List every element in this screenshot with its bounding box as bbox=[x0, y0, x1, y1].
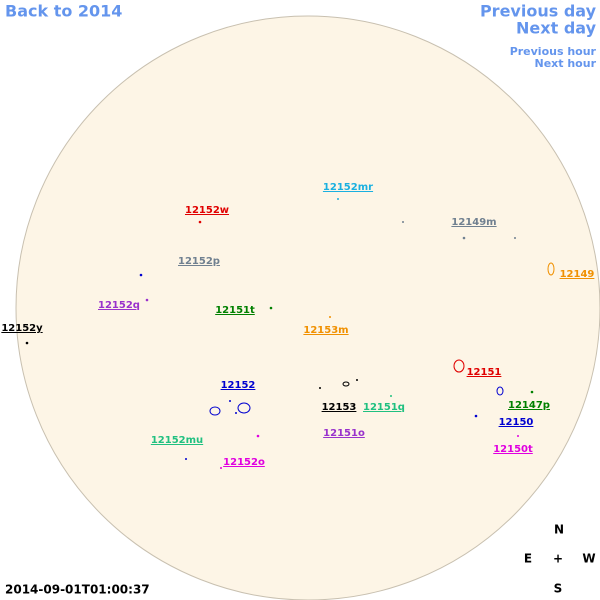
region-label[interactable]: 12153m bbox=[303, 325, 348, 336]
spot bbox=[229, 400, 231, 402]
spot bbox=[25, 341, 29, 345]
previous-day-link[interactable]: Previous day bbox=[480, 2, 597, 21]
spot bbox=[517, 435, 519, 437]
spot bbox=[256, 434, 260, 438]
region-label[interactable]: 12147p bbox=[508, 400, 550, 411]
spot bbox=[185, 458, 187, 460]
spot bbox=[402, 221, 404, 223]
compass-center: + bbox=[553, 552, 563, 566]
compass-west: W bbox=[582, 552, 595, 566]
region-label[interactable]: 12152y bbox=[1, 323, 43, 334]
contour bbox=[237, 402, 251, 414]
compass-south: S bbox=[554, 582, 563, 596]
region-label[interactable]: 12152mu bbox=[151, 435, 203, 446]
region-label[interactable]: 12151q bbox=[363, 402, 405, 413]
spot bbox=[220, 467, 222, 469]
compass-east: E bbox=[524, 552, 532, 566]
region-label[interactable]: 12150 bbox=[499, 417, 534, 428]
contour bbox=[547, 262, 555, 276]
region-label[interactable]: 12151t bbox=[215, 305, 255, 316]
region-label[interactable]: 12153 bbox=[322, 402, 357, 413]
next-day-link[interactable]: Next day bbox=[516, 19, 597, 38]
contour bbox=[453, 359, 465, 373]
back-link[interactable]: Back to 2014 bbox=[5, 2, 122, 21]
spot bbox=[145, 298, 149, 302]
region-label[interactable]: 12152mr bbox=[323, 182, 373, 193]
spot bbox=[356, 379, 358, 381]
contour bbox=[496, 386, 504, 396]
region-label[interactable]: 12152w bbox=[185, 205, 229, 216]
spot bbox=[462, 236, 466, 240]
region-label[interactable]: 12150t bbox=[493, 444, 533, 455]
spot bbox=[530, 390, 534, 394]
region-label[interactable]: 12149m bbox=[451, 217, 496, 228]
spot bbox=[390, 395, 392, 397]
region-label[interactable]: 12151o bbox=[323, 428, 365, 439]
contour bbox=[209, 406, 221, 416]
region-label[interactable]: 12152 bbox=[221, 380, 256, 391]
spot bbox=[319, 387, 321, 389]
spot bbox=[514, 237, 516, 239]
timestamp: 2014-09-01T01:00:37 bbox=[5, 583, 150, 597]
spot bbox=[235, 412, 237, 414]
solar-disk bbox=[15, 15, 600, 600]
spot bbox=[269, 306, 273, 310]
spot bbox=[329, 316, 331, 318]
features bbox=[25, 198, 555, 469]
region-label[interactable]: 12149 bbox=[560, 269, 595, 280]
spot bbox=[139, 273, 143, 277]
spot bbox=[198, 220, 202, 224]
spot bbox=[474, 414, 478, 418]
previous-hour-link[interactable]: Previous hour bbox=[510, 45, 597, 58]
region-label[interactable]: 12152p bbox=[178, 256, 220, 267]
region-label[interactable]: 12152q bbox=[98, 300, 140, 311]
region-label[interactable]: 12152o bbox=[223, 457, 265, 468]
compass-north: N bbox=[554, 523, 564, 537]
region-label[interactable]: 12151 bbox=[467, 367, 502, 378]
contour bbox=[342, 381, 350, 387]
next-hour-link[interactable]: Next hour bbox=[535, 57, 597, 70]
spot bbox=[337, 198, 339, 200]
